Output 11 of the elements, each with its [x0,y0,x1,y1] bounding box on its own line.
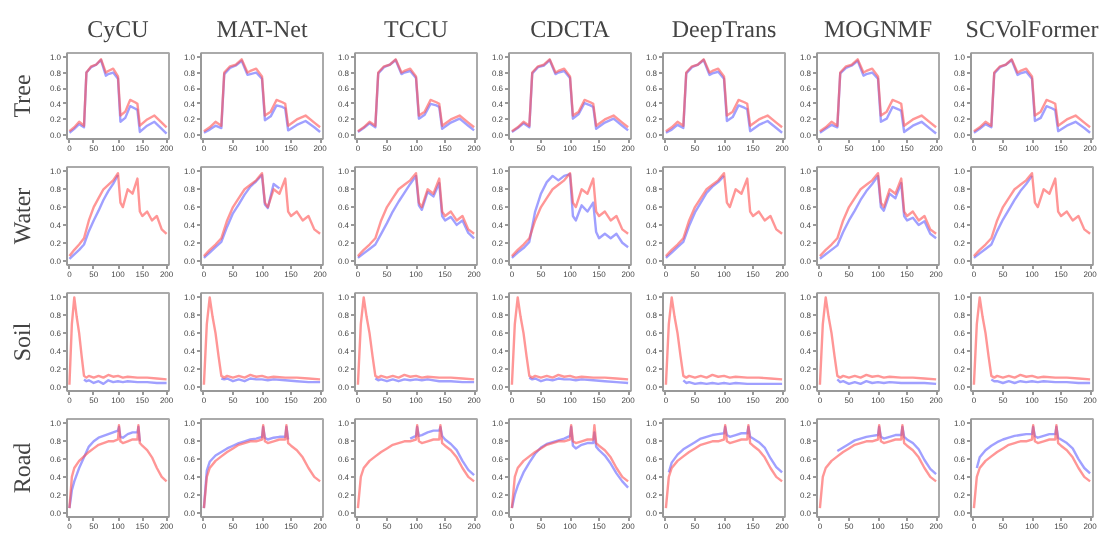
chart-title: DeepTrans [671,15,777,43]
y-axis-title: Road [7,442,36,494]
y-axis-title: Water [7,187,36,245]
y-axis-title: Tree [7,74,36,118]
chart-title: SCVolFormer [965,15,1099,43]
y-axis-title: Soil [7,321,36,362]
chart-title: MAT-Net [216,15,309,43]
chart-title: MOGNMF [823,15,933,43]
chart-title: CDCTA [530,15,611,43]
chart-title: CyCU [87,15,150,43]
chart-title: TCCU [384,15,449,43]
